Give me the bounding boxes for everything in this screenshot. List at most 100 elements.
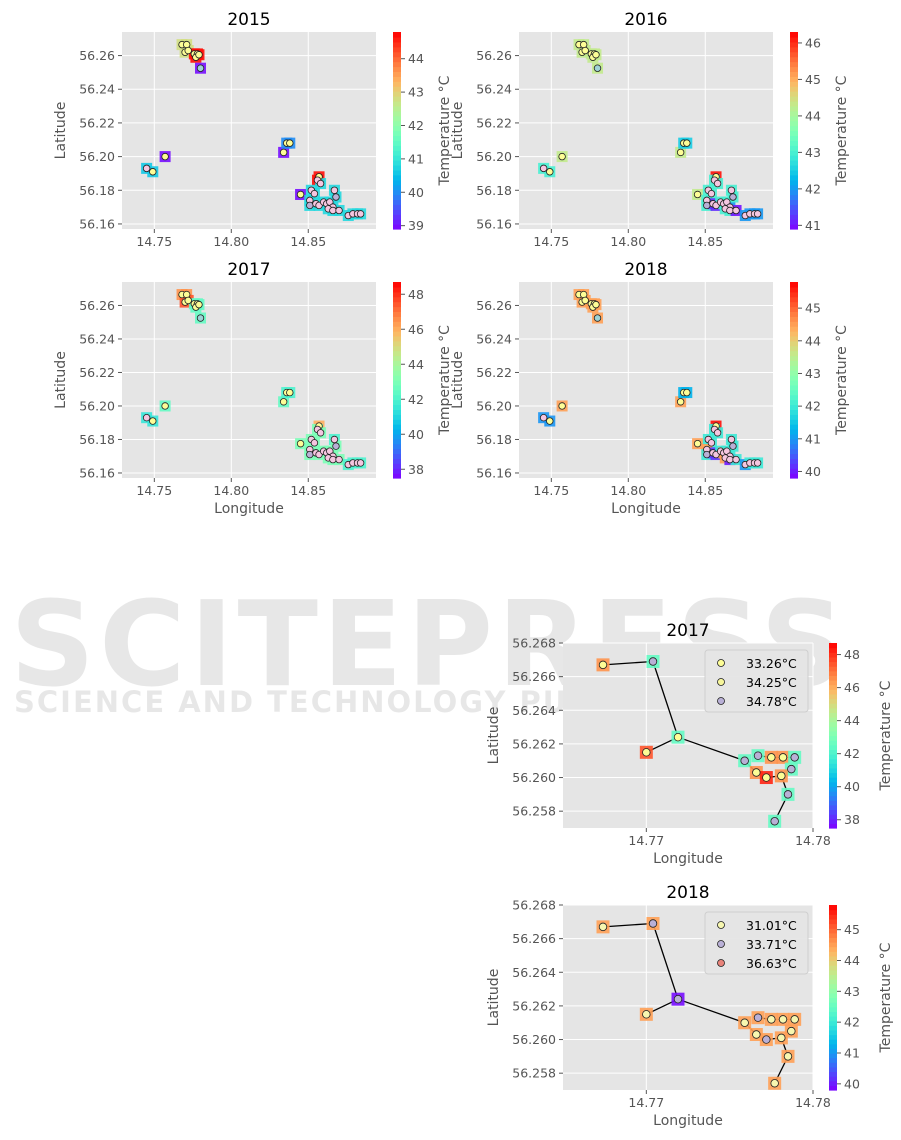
colorbar-label: Temperature °C (437, 325, 453, 436)
colorbar-segment (790, 399, 798, 406)
legend-label: 34.78°C (746, 694, 797, 709)
data-point (676, 148, 685, 157)
data-point (732, 455, 740, 464)
colorbar-segment (790, 150, 798, 156)
y-tick-label: 56.22 (476, 365, 512, 380)
colorbar-tick-label: 41 (844, 1046, 860, 1061)
data-point (753, 1013, 763, 1022)
path-segment (602, 922, 654, 928)
colorbar-segment (393, 355, 401, 361)
colorbar-segment (393, 140, 401, 146)
colorbar-segment (829, 1011, 837, 1017)
colorbar-segment (393, 311, 401, 317)
colorbar-segment (829, 781, 837, 787)
colorbar-segment (829, 661, 837, 667)
y-tick-label: 56.258 (512, 804, 556, 819)
data-point (330, 435, 339, 444)
colorbar-segment (790, 414, 798, 420)
path-segment (677, 998, 745, 1024)
colorbar-segment (393, 429, 401, 435)
y-tick-label: 56.16 (79, 465, 115, 480)
plot-title: 2017 (227, 260, 270, 280)
y-tick-label: 56.26 (476, 298, 512, 313)
y-tick-label: 56.26 (79, 48, 115, 63)
y-tick-label: 56.22 (79, 365, 115, 380)
y-tick-label: 56.260 (512, 770, 556, 785)
colorbar-tick-label: 42 (408, 118, 424, 133)
colorbar-segment (829, 1057, 837, 1063)
colorbar-segment (393, 340, 401, 347)
colorbar-segment (790, 394, 798, 401)
colorbar-segment (790, 160, 798, 166)
data-point (713, 179, 722, 188)
data-point (707, 189, 716, 198)
colorbar-segment (393, 81, 401, 87)
colorbar-tick-label: 44 (408, 357, 424, 372)
data-point (332, 193, 340, 201)
data-point (778, 753, 788, 762)
colorbar-segment (829, 656, 837, 663)
colorbar-tick-label: 46 (408, 322, 424, 337)
colorbar-segment (393, 204, 401, 210)
legend-marker (717, 940, 725, 948)
y-tick-label: 56.26 (79, 298, 115, 313)
colorbar-tick-label: 42 (844, 746, 860, 761)
colorbar-segment (790, 174, 798, 181)
colorbar-tick-label: 42 (844, 1015, 860, 1030)
colorbar-segment (829, 946, 837, 952)
colorbar-segment (393, 345, 401, 352)
y-tick-label: 56.26 (476, 48, 512, 63)
colorbar-segment (829, 992, 837, 999)
colorbar-segment (393, 189, 401, 196)
colorbar-segment (393, 458, 401, 464)
y-tick-label: 56.264 (512, 703, 556, 718)
colorbar-segment (829, 983, 837, 989)
colorbar-segment (829, 795, 837, 801)
colorbar-segment (393, 433, 401, 440)
colorbar-tick-label: 44 (844, 953, 860, 968)
data-point (329, 206, 337, 215)
colorbar-segment (790, 91, 798, 97)
colorbar-segment (790, 463, 798, 469)
x-tick-label: 14.75 (136, 483, 172, 498)
colorbar-segment (829, 740, 837, 746)
colorbar-tick-label: 44 (408, 51, 424, 66)
data-point (707, 439, 716, 447)
colorbar-segment (790, 130, 798, 137)
colorbar-segment (829, 814, 837, 820)
colorbar-segment (790, 105, 798, 112)
colorbar-segment (829, 979, 837, 985)
colorbar-segment (393, 350, 401, 357)
data-point (683, 388, 691, 397)
colorbar-segment (790, 71, 798, 77)
legend-marker (717, 678, 725, 686)
colorbar-segment (790, 110, 798, 117)
colorbar-segment (393, 174, 401, 181)
colorbar-tick-label: 42 (805, 181, 821, 196)
colorbar-tick-label: 41 (805, 218, 821, 233)
path-segment (652, 661, 679, 738)
colorbar-segment (393, 380, 401, 386)
colorbar-segment (790, 32, 798, 38)
x-tick-label: 14.77 (628, 1095, 664, 1110)
colorbar-segment (829, 666, 837, 672)
data-point (762, 773, 771, 782)
colorbar-segment (790, 61, 798, 68)
colorbar-segment (790, 76, 798, 82)
colorbar-segment (790, 345, 798, 352)
colorbar-segment (393, 414, 401, 420)
data-point (648, 657, 658, 666)
legend-label: 33.26°C (746, 656, 797, 671)
colorbar-segment (829, 647, 837, 653)
colorbar-tick-label: 39 (408, 218, 424, 233)
data-point (329, 455, 337, 464)
colorbar-tick-label: 42 (408, 392, 424, 407)
colorbar-segment (829, 969, 837, 975)
data-point (356, 210, 365, 218)
data-point (752, 1030, 761, 1039)
colorbar-segment (829, 997, 837, 1003)
data-point (286, 388, 294, 397)
x-axis-label: Longitude (214, 501, 284, 517)
colorbar-segment (829, 955, 837, 962)
colorbar-segment (790, 209, 798, 215)
